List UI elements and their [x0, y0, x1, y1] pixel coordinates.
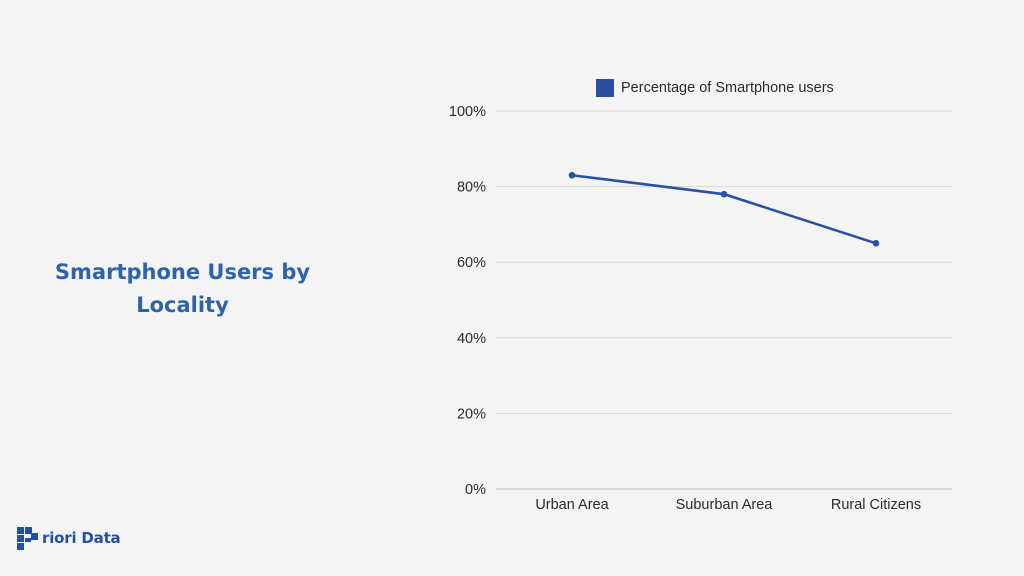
data-point — [568, 171, 576, 179]
chart-title: Smartphone Users by Locality — [54, 260, 311, 317]
series-lines — [570, 173, 878, 245]
legend: Percentage of Smartphone users — [596, 79, 834, 97]
y-tick-label: 80% — [457, 180, 486, 196]
x-tick-label: Rural Citizens — [831, 497, 921, 513]
y-tick-label: 40% — [457, 331, 486, 347]
data-point — [720, 190, 728, 198]
x-tick-label: Suburban Area — [676, 497, 774, 513]
legend-label: Percentage of Smartphone users — [621, 80, 834, 96]
brand-name: riori Data — [42, 529, 121, 547]
gridlines — [496, 110, 952, 490]
data-point — [872, 240, 880, 247]
y-tick-label: 0% — [465, 482, 486, 498]
y-tick-label: 20% — [457, 406, 486, 422]
legend-swatch — [596, 79, 614, 97]
brand-logo: riori Data — [17, 525, 121, 551]
x-axis-ticks: Urban Area Suburban Area Rural Citizens — [535, 497, 921, 513]
y-tick-label: 100% — [449, 104, 486, 120]
series-line — [570, 173, 878, 245]
brand-mark-icon — [17, 527, 38, 550]
series-points — [568, 171, 880, 247]
x-tick-label: Urban Area — [535, 497, 609, 513]
y-axis-ticks: 0% 20% 40% 60% 80% 100% — [449, 104, 486, 498]
y-tick-label: 60% — [457, 255, 486, 271]
